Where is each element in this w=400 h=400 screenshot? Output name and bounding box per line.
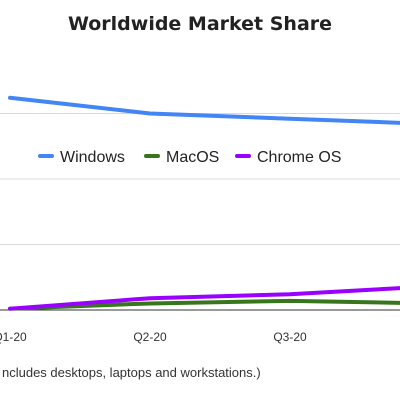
gridlines (0, 113, 400, 311)
legend-label-macos: MacOS (166, 149, 219, 166)
series-line-macos (8, 298, 400, 311)
legend: Windows MacOS Chrome OS (38, 149, 341, 166)
x-tick-label-q3-20: Q3-20 (273, 330, 307, 344)
legend-label-windows: Windows (60, 149, 125, 166)
x-tick-label-q1-20: Q1-20 (0, 330, 27, 344)
footnote: ncludes desktops, laptops and workstatio… (2, 365, 261, 380)
series-lines (8, 95, 400, 311)
legend-label-chrome-os: Chrome OS (257, 149, 341, 166)
chart-title: Worldwide Market Share (68, 13, 332, 35)
x-tick-label-q2-20: Q2-20 (133, 330, 167, 344)
series-line-chrome-os (8, 286, 400, 311)
series-line-windows (8, 95, 400, 125)
